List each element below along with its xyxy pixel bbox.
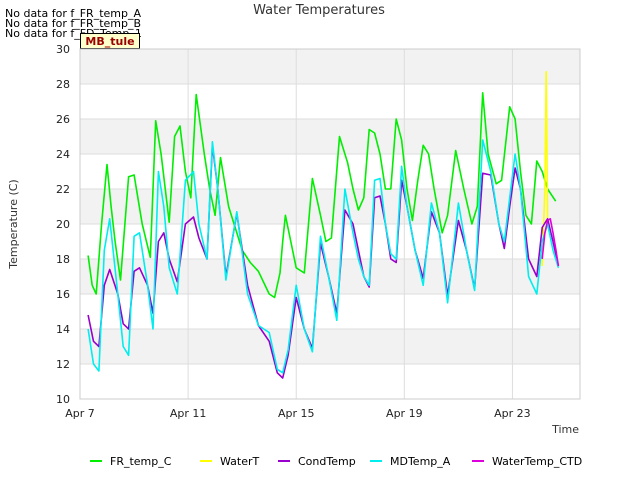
x-axis-label: Time <box>551 423 579 436</box>
chart-title: Water Temperatures <box>253 3 385 18</box>
y-tick-label: 24 <box>56 148 70 161</box>
plot-band <box>80 189 580 224</box>
plot-band <box>80 329 580 364</box>
plot-band <box>80 364 580 399</box>
series-line-watertemp-ctd <box>541 218 560 267</box>
y-tick-label: 10 <box>56 393 70 406</box>
plot-band <box>80 294 580 329</box>
y-tick-label: 22 <box>56 183 70 196</box>
plot-band <box>80 49 580 84</box>
y-tick-label: 20 <box>56 218 70 231</box>
series-line-mdtemp-a <box>87 139 560 374</box>
legend-label: CondTemp <box>298 455 356 468</box>
y-axis-label: Temperature (C) <box>7 179 20 269</box>
x-tick-label: Apr 19 <box>386 407 423 420</box>
y-tick-label: 12 <box>56 358 70 371</box>
legend-label: WaterTemp_CTD <box>492 455 582 468</box>
x-tick-label: Apr 23 <box>494 407 531 420</box>
y-tick-label: 18 <box>56 253 70 266</box>
y-tick-label: 28 <box>56 78 70 91</box>
plot-band <box>80 224 580 259</box>
site-badge: MB_tule <box>80 33 140 49</box>
series-line-fr-temp-c <box>87 92 557 299</box>
x-tick-label: Apr 15 <box>278 407 315 420</box>
no-data-message-fr-temp-a: No data for f_FR_temp_A <box>5 7 141 20</box>
legend-label: FR_temp_C <box>110 455 172 468</box>
x-tick-label: Apr 11 <box>170 407 207 420</box>
plot-band <box>80 154 580 189</box>
plot-band <box>80 84 580 119</box>
legend: FR_temp_C WaterT CondTemp MDTemp_A WaterTemp… <box>90 455 582 468</box>
y-tick-label: 16 <box>56 288 70 301</box>
y-tick-label: 14 <box>56 323 70 336</box>
no-data-message-fr-temp-b: No data for f_FR_temp_B <box>5 17 142 30</box>
legend-label: MDTemp_A <box>390 455 451 468</box>
legend-label: WaterT <box>220 455 260 468</box>
y-tick-label: 26 <box>56 113 70 126</box>
y-tick-label: 30 <box>56 43 70 56</box>
plot-frame <box>79 48 581 400</box>
x-tick-label: Apr 7 <box>65 407 95 420</box>
plot-band <box>80 119 580 154</box>
